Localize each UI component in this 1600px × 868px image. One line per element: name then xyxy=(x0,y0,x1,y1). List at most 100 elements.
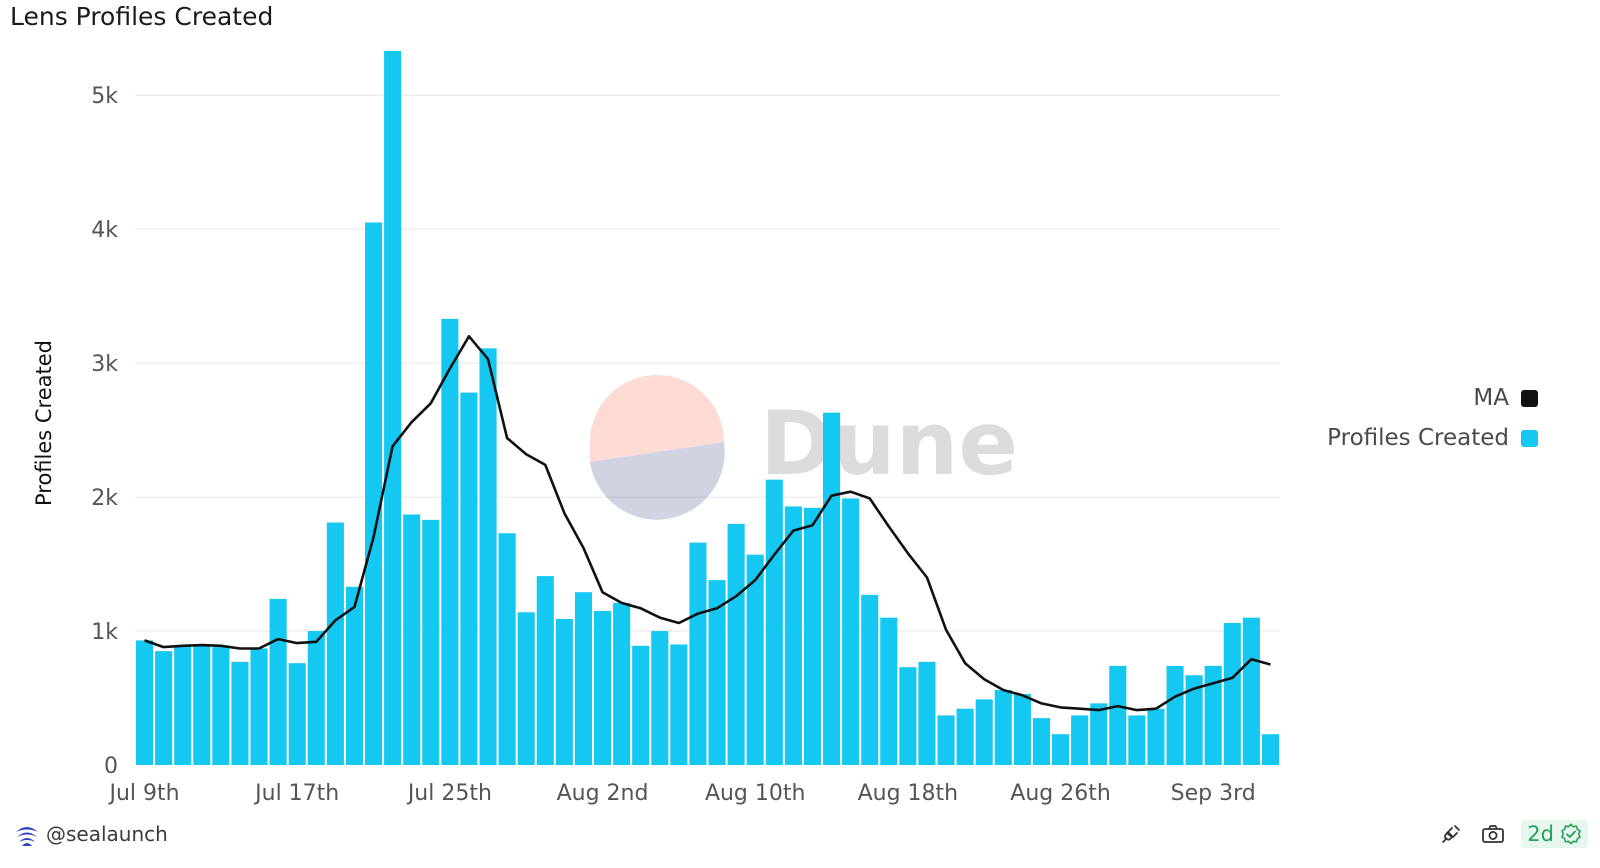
bar-profiles-created xyxy=(727,523,745,765)
author-link[interactable]: @sealaunch xyxy=(14,822,168,846)
bar-profiles-created xyxy=(345,586,363,765)
bar-profiles-created xyxy=(136,640,154,765)
author-username: @sealaunch xyxy=(46,822,168,846)
y-tick-label: 0 xyxy=(104,754,118,779)
bar-profiles-created xyxy=(803,507,821,765)
bar-profiles-created xyxy=(994,689,1012,765)
x-tick-label: Aug 26th xyxy=(1010,781,1111,806)
bar-profiles-created xyxy=(212,647,230,765)
refresh-age-label: 2d xyxy=(1527,822,1554,846)
footer-actions: 2d xyxy=(1437,820,1588,848)
bar-profiles-created xyxy=(365,222,383,766)
bar-profiles-created xyxy=(1223,623,1241,765)
bar-profiles-created xyxy=(1166,665,1184,765)
bar-profiles-created xyxy=(1204,665,1222,765)
bar-profiles-created xyxy=(594,610,612,765)
bar-profiles-created xyxy=(326,522,344,765)
legend-item-profiles-created[interactable]: Profiles Created xyxy=(1327,418,1538,458)
legend-swatch-profiles-created xyxy=(1521,429,1538,447)
bar-profiles-created xyxy=(1109,665,1127,765)
y-tick-label: 4k xyxy=(91,218,118,243)
y-tick-label: 5k xyxy=(91,84,118,109)
bar-profiles-created xyxy=(193,644,211,765)
refresh-age-badge[interactable]: 2d xyxy=(1521,820,1588,848)
x-tick-label: Jul 25th xyxy=(406,781,492,806)
bar-profiles-created xyxy=(307,631,325,765)
bar-profiles-created xyxy=(1242,617,1260,765)
x-tick-label: Jul 17th xyxy=(253,781,339,806)
legend-label-profiles-created: Profiles Created xyxy=(1327,425,1509,451)
legend-swatch-ma xyxy=(1521,389,1538,407)
bar-profiles-created xyxy=(899,667,917,765)
bar-profiles-created xyxy=(231,661,249,765)
bar-profiles-created xyxy=(1032,718,1050,765)
legend: MA Profiles Created xyxy=(1327,378,1538,458)
x-tick-label: Aug 10th xyxy=(705,781,806,806)
bar-profiles-created xyxy=(269,598,287,765)
bar-profiles-created xyxy=(1013,694,1031,765)
bar-profiles-created xyxy=(479,348,497,765)
bar-profiles-created xyxy=(765,479,783,765)
bar-profiles-created xyxy=(746,554,764,765)
camera-icon xyxy=(1482,825,1505,843)
bar-profiles-created xyxy=(574,592,592,765)
bar-profiles-created xyxy=(460,392,478,765)
sealaunch-logo-icon xyxy=(16,827,38,846)
bar-profiles-created xyxy=(536,576,554,765)
bar-profiles-created xyxy=(1128,715,1146,765)
bar-profiles-created xyxy=(613,602,631,765)
dune-watermark: Dune xyxy=(590,375,1018,520)
bar-profiles-created xyxy=(861,594,879,765)
y-tick-label: 3k xyxy=(91,352,118,377)
bar-profiles-created xyxy=(555,618,573,765)
bar-profiles-created xyxy=(708,580,726,765)
verified-check-icon xyxy=(1561,823,1581,845)
bar-profiles-created xyxy=(174,645,192,765)
bar-profiles-created xyxy=(1071,715,1089,765)
watermark-text: Dune xyxy=(760,392,1018,495)
bar-profiles-created xyxy=(975,699,993,765)
bar-profiles-created xyxy=(403,514,421,765)
bar-profiles-created xyxy=(155,651,173,765)
bar-profiles-created xyxy=(784,506,802,765)
bar-profiles-created xyxy=(1147,708,1165,765)
bar-profiles-created xyxy=(918,661,936,765)
watermark-logo-bottom xyxy=(590,442,725,520)
x-tick-label: Jul 9th xyxy=(107,781,179,806)
plug-icon xyxy=(1442,825,1461,843)
bar-profiles-created xyxy=(250,648,268,765)
legend-item-ma[interactable]: MA xyxy=(1327,378,1538,418)
bar-profiles-created xyxy=(632,645,650,765)
screenshot-button[interactable] xyxy=(1479,820,1507,848)
bar-profiles-created xyxy=(937,715,955,765)
bar-profiles-created xyxy=(441,318,459,765)
bar-profiles-created xyxy=(670,644,688,765)
bar-profiles-created xyxy=(517,612,535,765)
bar-profiles-created xyxy=(880,617,898,765)
ma-line xyxy=(144,334,1271,712)
x-tick-label: Aug 18th xyxy=(858,781,959,806)
bar-profiles-created xyxy=(288,663,306,765)
bar-profiles-created xyxy=(651,631,669,765)
bar-profiles-created xyxy=(1052,734,1070,765)
watermark-logo-top xyxy=(590,375,724,462)
bar-profiles-created xyxy=(689,542,707,765)
legend-label-ma: MA xyxy=(1473,385,1509,411)
bar-profiles-created xyxy=(956,708,974,765)
y-axis-label: Profiles Created xyxy=(32,339,56,507)
y-tick-label: 2k xyxy=(91,486,118,511)
y-tick-label: 1k xyxy=(91,620,118,645)
bar-profiles-created xyxy=(422,519,440,765)
bar-profiles-created xyxy=(498,533,516,765)
fork-query-button[interactable] xyxy=(1437,820,1465,848)
bar-profiles-created xyxy=(1185,675,1203,765)
bar-profiles-created xyxy=(1261,734,1279,765)
x-tick-label: Sep 3rd xyxy=(1171,781,1256,806)
bar-profiles-created xyxy=(842,498,860,765)
bar-profiles-created xyxy=(1090,703,1108,765)
x-tick-label: Aug 2nd xyxy=(557,781,649,806)
chart-title: Lens Profiles Created xyxy=(10,2,274,31)
bar-profiles-created xyxy=(823,412,841,765)
bar-profiles-created xyxy=(384,50,402,765)
